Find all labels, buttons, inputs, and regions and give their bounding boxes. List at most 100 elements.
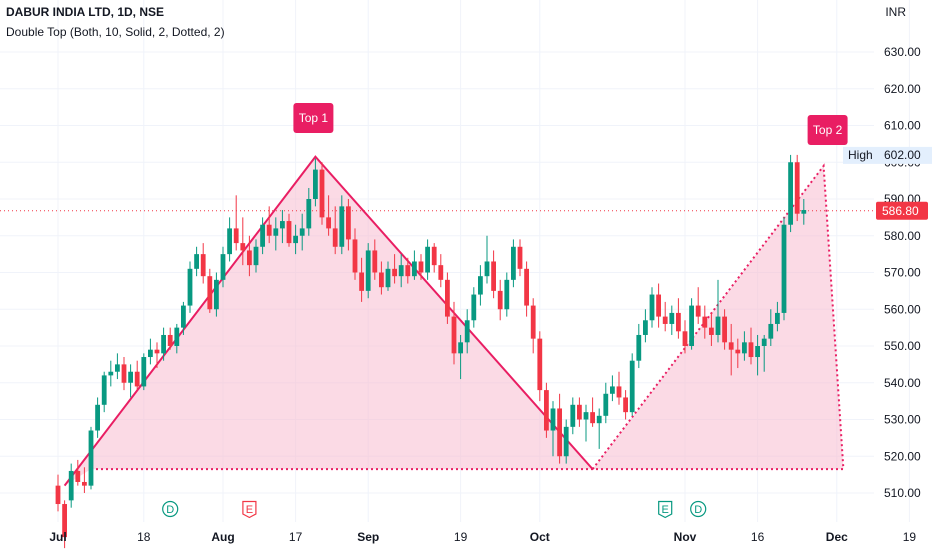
- candle-body: [781, 224, 787, 313]
- x-tick-label: 19: [454, 530, 468, 544]
- y-tick-label: 560.00: [884, 302, 921, 316]
- candle-body: [365, 250, 371, 291]
- candle-body: [530, 305, 536, 339]
- x-tick-label: 16: [751, 530, 765, 544]
- candle-body: [458, 342, 463, 354]
- event-label: D: [694, 504, 702, 516]
- candle-body: [524, 268, 529, 306]
- candle-body: [484, 261, 490, 277]
- candle-body: [313, 169, 318, 199]
- candle-body: [68, 470, 74, 501]
- candle-body: [464, 320, 470, 343]
- candle-body: [755, 346, 760, 358]
- price-axis: 510.00 520.00 530.00 540.00 550.00 560.00 570.…: [843, 45, 932, 500]
- candle-body: [352, 239, 358, 273]
- pattern-dotted-line: [591, 163, 845, 470]
- candle-body: [299, 228, 305, 236]
- candle-body: [590, 412, 595, 424]
- candle-body: [616, 386, 622, 398]
- candle-body: [220, 254, 226, 280]
- last-price-value: 586.80: [882, 204, 919, 218]
- x-tick-label: Aug: [211, 530, 234, 544]
- candle-body: [603, 393, 609, 416]
- candle-body: [735, 349, 741, 354]
- candle-body: [187, 268, 193, 306]
- candle-body: [253, 246, 259, 266]
- candle-body: [596, 415, 602, 424]
- candle-body: [768, 323, 774, 339]
- time-axis: Jul 18 Aug 17 Sep 19 Oct Nov 16 Dec 19: [49, 530, 916, 544]
- x-tick-label: 19: [903, 530, 917, 544]
- candle-body: [134, 371, 140, 387]
- top1-label: Top 1: [299, 111, 329, 125]
- candle-body: [643, 320, 648, 335]
- candle-body: [101, 375, 107, 405]
- top2-label: Top 2: [813, 123, 843, 137]
- candle-body: [788, 162, 793, 225]
- candle-body: [722, 316, 727, 343]
- candle-body: [669, 312, 675, 324]
- x-tick-label: Dec: [826, 530, 848, 544]
- candle-body: [431, 246, 437, 266]
- candle-body: [306, 199, 312, 229]
- candle-body: [392, 268, 397, 277]
- candle-body: [682, 331, 688, 346]
- chart-title: DABUR INDIA LTD, 1D, NSE: [6, 5, 165, 19]
- candle-body: [715, 316, 721, 335]
- candle-body: [148, 349, 153, 358]
- earnings-icon: [658, 500, 673, 519]
- candle-body: [88, 430, 94, 486]
- candle-body: [128, 371, 133, 383]
- y-tick-label: 530.00: [884, 413, 921, 427]
- candle-body: [247, 250, 252, 266]
- x-tick-label: 17: [289, 530, 303, 544]
- candle-body: [491, 261, 496, 291]
- candle-body: [497, 290, 503, 310]
- top2-label-box: [807, 115, 848, 145]
- candle-body: [398, 265, 404, 277]
- high-value: 602.00: [884, 148, 921, 162]
- y-tick-label: 570.00: [884, 266, 921, 280]
- candle-body: [511, 246, 516, 280]
- candle-body: [115, 364, 120, 372]
- indicator-legend[interactable]: Double Top (Both, 10, Solid, 2, Dotted, …: [6, 25, 225, 39]
- y-tick-label: 630.00: [884, 45, 921, 59]
- candle-body: [418, 261, 424, 273]
- y-tick-label: 520.00: [884, 449, 921, 463]
- candle-body: [62, 504, 67, 538]
- earnings-icon: [242, 500, 257, 519]
- candle-body: [623, 397, 628, 413]
- candle-body: [319, 169, 325, 218]
- candle-body: [742, 342, 747, 354]
- candle-body: [412, 261, 417, 277]
- candle-body: [504, 279, 510, 310]
- candle-body: [517, 246, 523, 269]
- pattern-labels: Top 1 Top 2: [293, 103, 848, 145]
- candle-body: [702, 316, 708, 328]
- candle-body: [385, 268, 391, 288]
- y-tick-label: 580.00: [884, 229, 921, 243]
- candle-body: [95, 404, 100, 431]
- candle-body: [332, 228, 338, 247]
- candle-body: [775, 312, 780, 324]
- event-label: E: [662, 504, 669, 516]
- candle-body: [563, 426, 569, 457]
- candle-body: [326, 217, 331, 229]
- candle-body: [629, 360, 635, 413]
- y-tick-label: 610.00: [884, 119, 921, 133]
- candle-body: [544, 390, 549, 431]
- candle-body: [583, 412, 589, 420]
- candle-body: [240, 243, 246, 251]
- x-tick-label: Jul: [49, 530, 66, 544]
- candle-body: [346, 206, 351, 240]
- candle-body: [610, 386, 615, 394]
- double-top-pattern: [0, 155, 874, 487]
- candle-body: [154, 349, 160, 354]
- candle-body: [445, 279, 450, 317]
- candle-body: [451, 316, 457, 354]
- candle-body: [478, 276, 483, 295]
- candle-body: [273, 228, 279, 236]
- x-tick-label: Nov: [674, 530, 697, 544]
- candle-body: [108, 371, 114, 376]
